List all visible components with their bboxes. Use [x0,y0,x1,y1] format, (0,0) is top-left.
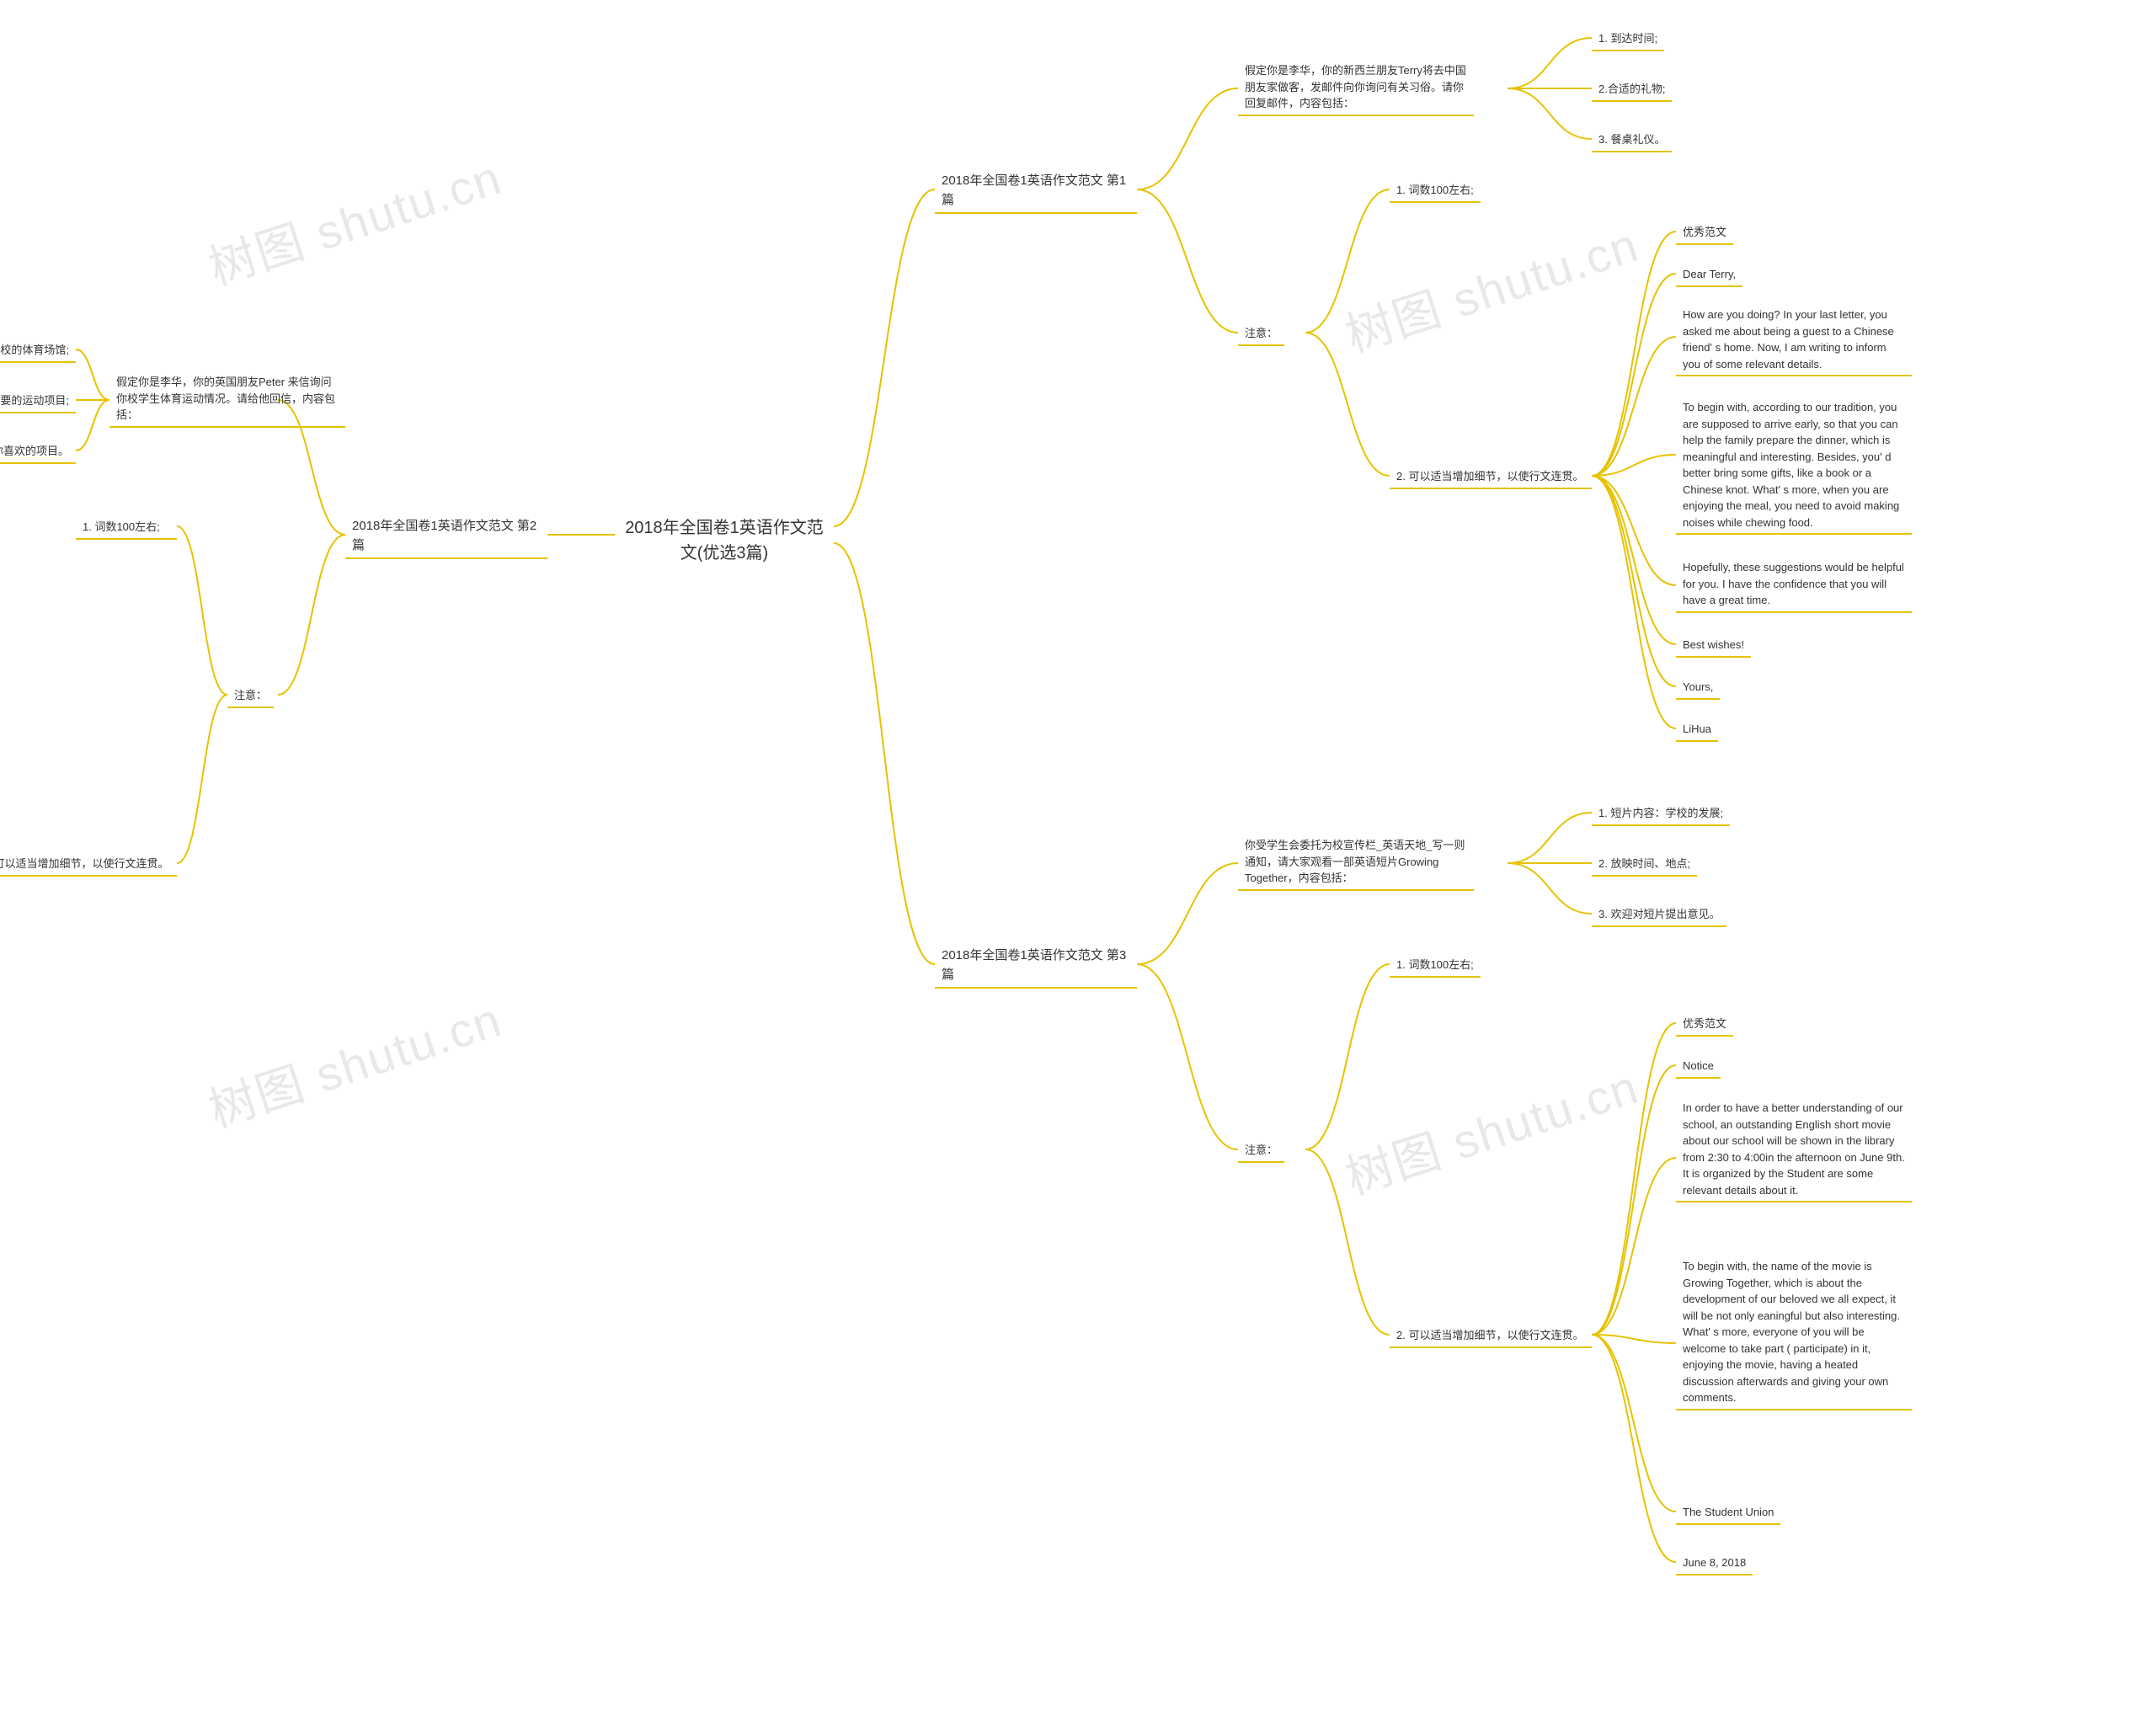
article2-title: 2018年全国卷1英语作文范文 第2篇 [345,514,547,559]
article1-title: 2018年全国卷1英语作文范文 第1篇 [935,168,1137,214]
article2-item3: 3. 你喜欢的项目。 [0,440,76,464]
article2-prompt: 假定你是李华，你的英国朋友Peter 来信询问你校学生体育运动情况。请给他回信，… [109,371,345,428]
article1-note2: 2. 可以适当增加细节，以使行文连贯。 [1390,465,1592,489]
article3-title: 2018年全国卷1英语作文范文 第3篇 [935,943,1137,989]
article1-note-label: 注意： [1238,322,1284,346]
article1-note1: 1. 词数100左右; [1390,179,1481,203]
article2-note-label: 注意： [227,684,274,708]
article3-sample-t5: June 8, 2018 [1676,1551,1753,1576]
watermark-2: 树图 shutu.cn [1336,207,1646,366]
article1-prompt: 假定你是李华，你的新西兰朋友Terry将去中国朋友家做客，发邮件向你询问有关习俗… [1238,59,1474,116]
article1-sample-t6: Yours, [1676,675,1720,700]
article1-sample-t3: To begin with, according to our traditio… [1676,396,1912,535]
article2-note1: 1. 词数100左右; [76,515,177,540]
article2-item2: 2. 主要的运动项目; [0,389,76,413]
article3-sample-t1: Notice [1676,1054,1721,1079]
root-title: 2018年全国卷1英语作文范文(优选3篇) [625,519,824,563]
article3-prompt: 你受学生会委托为校宣传栏_英语天地_写一则通知，请大家观看一部英语短片Growi… [1238,834,1474,891]
article3-note1: 1. 词数100左右; [1390,953,1481,978]
article3-note2: 2. 可以适当增加细节，以使行文连贯。 [1390,1324,1592,1348]
article3-note-label: 注意： [1238,1138,1284,1163]
article3-sample-t4: The Student Union [1676,1501,1780,1525]
mindmap-connectors [0,0,2156,1733]
watermark-4: 树图 shutu.cn [1336,1049,1646,1208]
article1-sample-t2: How are you doing? In your last letter, … [1676,303,1912,376]
watermark-3: 树图 shutu.cn [199,982,510,1141]
article2-item1: 1. 学校的体育场馆; [0,339,76,363]
article1-sample-t0: 优秀范文 [1676,221,1733,245]
article2-note2: 2. 可以适当增加细节，以使行文连贯。 [0,852,177,877]
article1-sample-t7: LiHua [1676,717,1718,742]
article1-item2: 2.合适的礼物; [1592,77,1672,102]
root-node: 2018年全国卷1英语作文范文(优选3篇) [615,512,834,569]
article1-item3: 3. 餐桌礼仪。 [1592,128,1672,152]
article3-item2: 2. 放映时间、地点; [1592,852,1697,877]
article3-item3: 3. 欢迎对短片提出意见。 [1592,903,1726,927]
watermark-1: 树图 shutu.cn [199,140,510,299]
article1-item1: 1. 到达时间; [1592,27,1664,51]
article1-sample-t5: Best wishes! [1676,633,1751,658]
article3-sample-t0: 优秀范文 [1676,1012,1733,1037]
article1-sample-t4: Hopefully, these suggestions would be he… [1676,556,1912,613]
article3-sample-t2: In order to have a better understanding … [1676,1096,1912,1202]
article3-sample-t3: To begin with, the name of the movie is … [1676,1255,1912,1410]
article1-sample-t1: Dear Terry, [1676,263,1742,287]
article3-item1: 1. 短片内容：学校的发展; [1592,802,1730,826]
